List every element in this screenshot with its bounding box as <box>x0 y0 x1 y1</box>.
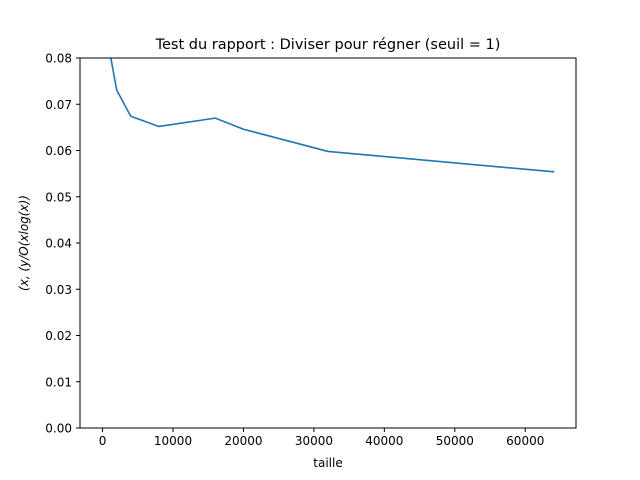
x-tick-label: 50000 <box>436 434 474 448</box>
y-tick-label: 0.07 <box>45 98 72 112</box>
x-tick-label: 0 <box>99 434 107 448</box>
chart-title: Test du rapport : Diviser pour régner (s… <box>155 37 501 53</box>
y-axis-label: (x, (y/O(xlog(x)) <box>17 195 31 291</box>
series-layer <box>110 58 555 173</box>
x-tick-label: 40000 <box>365 434 403 448</box>
y-tick-label: 0.06 <box>45 144 72 158</box>
x-axis: 0 10000 20000 30000 40000 50000 60000 <box>99 428 544 448</box>
x-tick-label: 60000 <box>506 434 544 448</box>
y-tick-label: 0.01 <box>45 375 72 389</box>
x-tick-label: 30000 <box>295 434 333 448</box>
x-axis-label: taille <box>313 456 342 470</box>
x-tick-label: 10000 <box>154 434 192 448</box>
y-tick-label: 0.04 <box>45 237 72 251</box>
y-tick-label: 0.08 <box>45 52 72 66</box>
y-tick-label: 0.00 <box>45 422 72 436</box>
y-tick-label: 0.05 <box>45 190 72 204</box>
series-line-0 <box>110 58 555 173</box>
y-axis: 0.00 0.01 0.02 0.03 0.04 0.05 0.06 0.07 0.08 <box>45 52 80 436</box>
x-tick-label: 20000 <box>224 434 262 448</box>
y-tick-label: 0.02 <box>45 329 72 343</box>
y-tick-label: 0.03 <box>45 283 72 297</box>
